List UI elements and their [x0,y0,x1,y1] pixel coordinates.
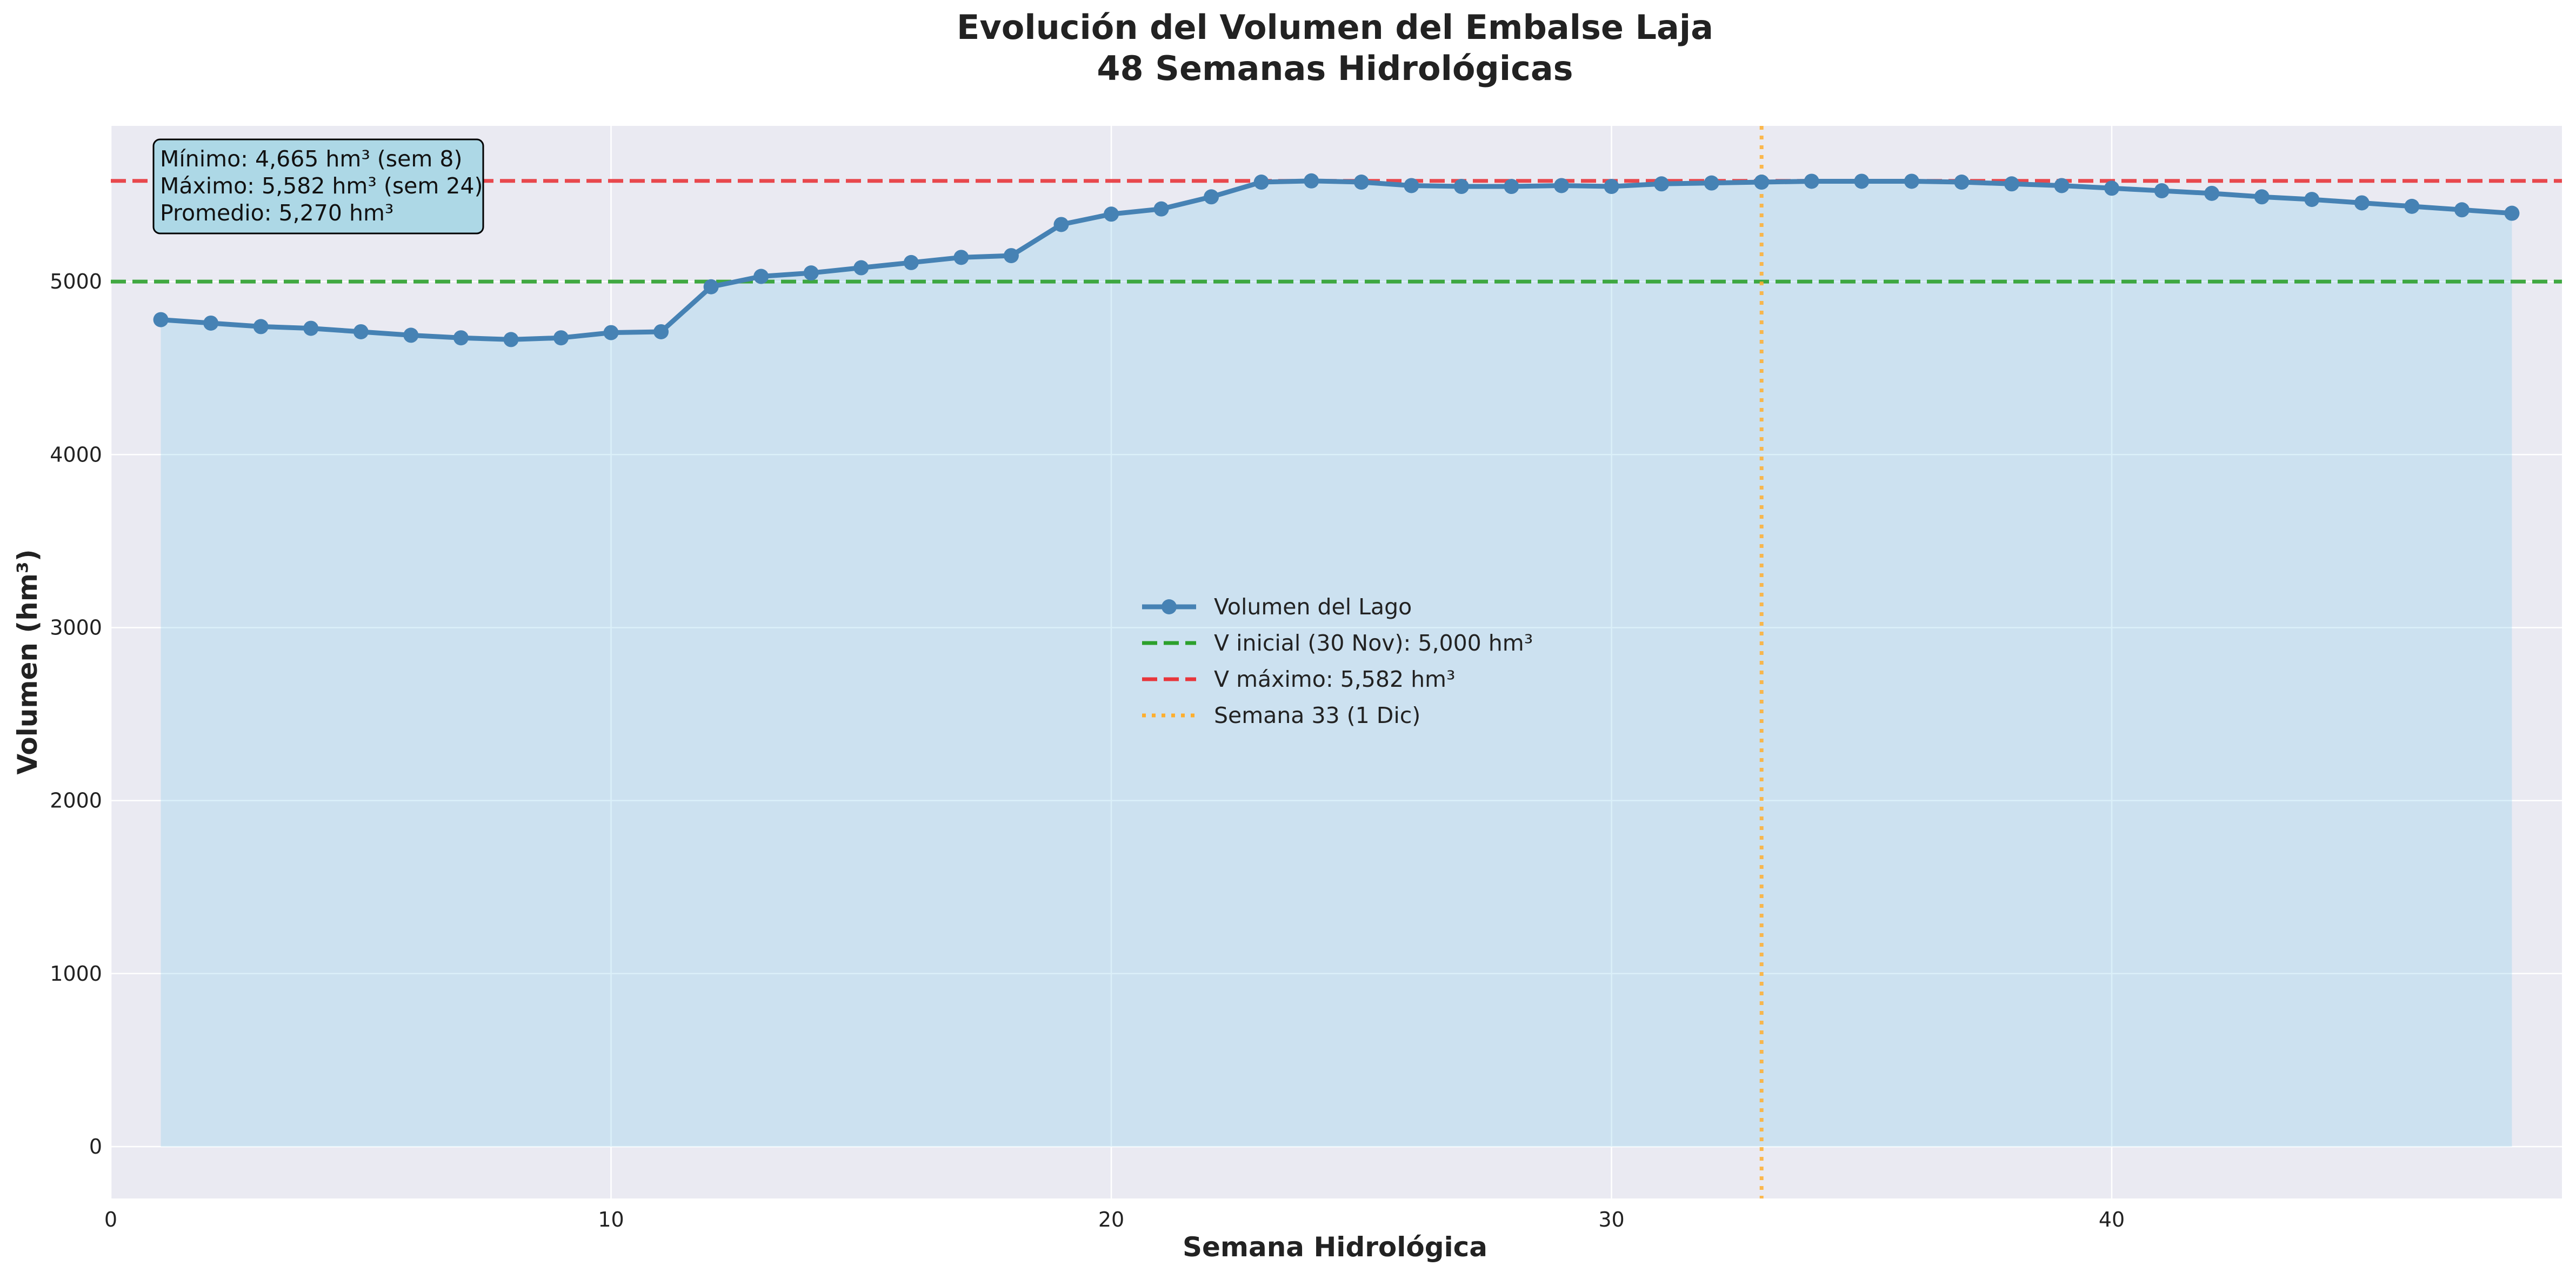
legend-label-week33: Semana 33 (1 Dic) [1214,702,1420,728]
data-point [1553,178,1569,193]
data-point [1754,175,1770,190]
stats-mean: Promedio: 5,270 hm³ [160,200,393,226]
data-point [1704,175,1719,191]
x-tick-label: 0 [104,1208,117,1231]
volume-area-fill [161,180,2512,1147]
data-point [653,324,669,339]
data-point [2204,185,2220,201]
data-point [2004,176,2019,192]
data-point [2104,180,2120,196]
data-point [1104,206,1119,222]
x-tick-label: 20 [1098,1208,1124,1231]
chart-title: Evolución del Volumen del Embalse Laja [957,8,1713,47]
data-point [2154,183,2170,199]
data-point [2254,189,2270,205]
data-point [453,330,469,346]
data-point [1854,173,1870,189]
plot-background [111,126,2562,1198]
plot-area [111,126,2562,1198]
data-point [1654,176,1670,192]
x-tick-label: 30 [1598,1208,1624,1231]
series-line-volume [158,178,2514,342]
data-point [703,279,719,294]
stats-box: Mínimo: 4,665 hm³ (sem 8) Máximo: 5,582 … [152,138,484,235]
stats-box-frame [152,138,484,235]
data-point [153,312,169,327]
data-point [753,269,769,284]
x-axis-label: Semana Hidrológica [1183,1231,1487,1263]
data-point [1053,217,1069,232]
data-point [353,324,369,339]
y-tick-label: 4000 [50,443,102,466]
data-point [1404,178,1419,193]
data-point [1153,201,1169,217]
data-point [303,320,319,336]
y-tick-label: 2000 [50,789,102,813]
y-axis-ticks: 0 1000 2000 3000 4000 5000 [50,270,102,1159]
legend-label-initial: V inicial (30 Nov): 5,000 hm³ [1214,630,1533,656]
data-point [503,332,519,347]
data-point [553,330,569,346]
legend: Volumen del Lago V inicial (30 Nov): 5,0… [1142,594,1533,728]
y-tick-label: 5000 [50,270,102,293]
stats-min: Mínimo: 4,665 hm³ (sem 8) [160,146,462,172]
y-tick-label: 0 [89,1135,102,1159]
data-point [853,260,869,276]
legend-label-max: V máximo: 5,582 hm³ [1214,666,1455,692]
data-point [1353,175,1369,190]
data-point [1204,189,1219,205]
data-point [403,327,419,343]
data-point [1304,173,1319,189]
data-point [953,250,969,265]
data-point [2054,178,2070,193]
data-point [2304,192,2320,207]
data-point [2504,205,2520,221]
y-tick-label: 3000 [50,615,102,639]
legend-marker-volume [1162,599,1177,614]
data-point [2354,195,2370,211]
data-point [1504,179,1519,195]
x-tick-label: 40 [2099,1208,2125,1231]
data-point [253,319,269,334]
data-point [1253,175,1269,190]
data-point [1954,175,1970,190]
y-tick-label: 1000 [50,962,102,986]
chart-subtitle: 48 Semanas Hidrológicas [1097,49,1573,88]
data-point [2404,198,2420,214]
data-point [1804,173,1819,189]
data-point [1904,173,1919,189]
data-point [2454,202,2470,218]
data-point [603,325,619,340]
x-axis-ticks: 0 10 20 30 40 [104,1208,2125,1231]
legend-label-volume: Volumen del Lago [1214,594,1412,620]
stats-max: Máximo: 5,582 hm³ (sem 24) [160,173,483,199]
data-point [903,255,919,270]
data-point [203,315,219,331]
volume-area [161,180,2512,1147]
data-point [1453,179,1469,195]
x-tick-label: 10 [598,1208,624,1231]
series-layer [153,173,2520,347]
data-point [803,265,819,281]
data-point [1604,179,1619,195]
y-axis-label: Volumen (hm³) [12,549,43,774]
data-point [1003,248,1019,264]
